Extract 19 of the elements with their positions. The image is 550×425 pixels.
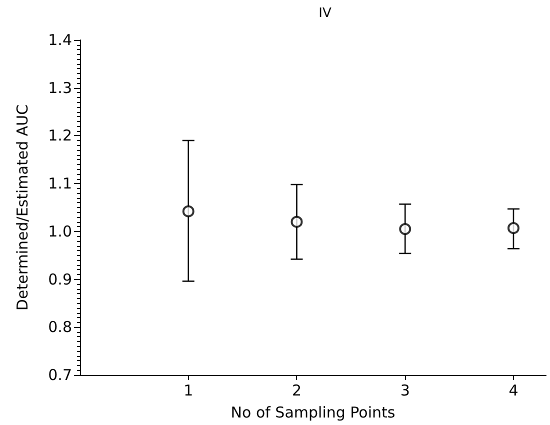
y-tick-label: 1.0 <box>48 222 72 240</box>
y-tick-label: 1.1 <box>48 174 72 193</box>
x-axis-title: No of Sampling Points <box>230 404 396 422</box>
x-tick-label: 4 <box>508 382 518 400</box>
point <box>399 223 412 236</box>
x-tick-label: 2 <box>292 382 302 400</box>
y-tick-label: 0.7 <box>48 366 72 384</box>
y-tick-label: 1.4 <box>48 31 72 49</box>
y-tick-label: 1.2 <box>48 126 72 145</box>
point <box>508 222 520 234</box>
x-tick-label: 3 <box>400 382 410 400</box>
y-tick-label: 0.9 <box>48 270 72 288</box>
y-axis-title: Determined/Estimated AUC <box>14 104 32 311</box>
chart-title: IV <box>318 6 332 21</box>
y-tick-label: 1.3 <box>48 78 72 97</box>
y-tick-label: 0.8 <box>48 318 72 336</box>
point <box>182 205 194 218</box>
x-tick-label: 1 <box>184 382 194 400</box>
point <box>290 216 303 228</box>
